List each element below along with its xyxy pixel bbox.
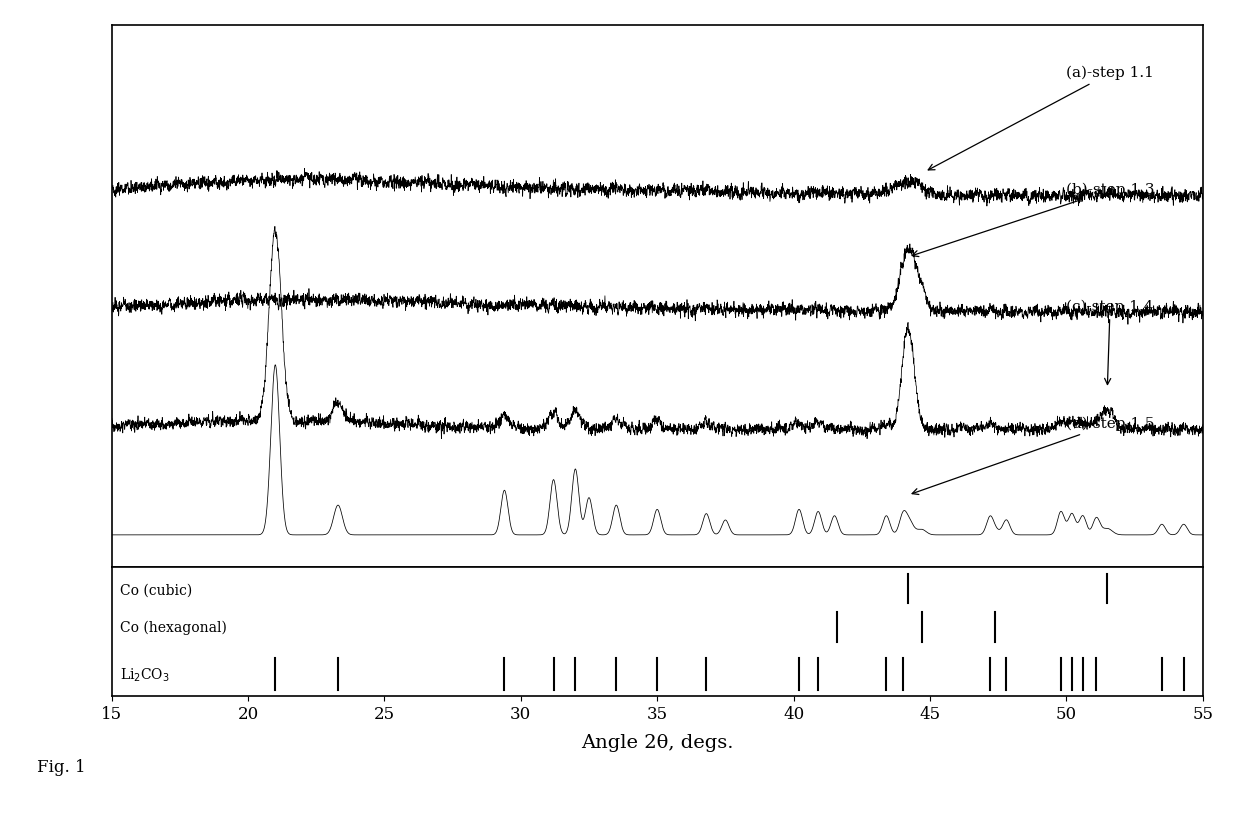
Text: Li$_2$CO$_3$: Li$_2$CO$_3$ <box>120 667 170 685</box>
X-axis label: Angle 2θ, degs.: Angle 2θ, degs. <box>582 734 733 753</box>
Text: Co (cubic): Co (cubic) <box>120 584 192 597</box>
Text: (b)-step 1.3: (b)-step 1.3 <box>913 183 1154 257</box>
Text: Fig. 1: Fig. 1 <box>37 759 86 776</box>
Text: (a)-step 1.1: (a)-step 1.1 <box>929 65 1154 170</box>
Text: (c)-step 1.4: (c)-step 1.4 <box>1066 300 1153 384</box>
Text: Co (hexagonal): Co (hexagonal) <box>120 621 227 635</box>
Text: (d)-step 1.5: (d)-step 1.5 <box>913 417 1154 494</box>
